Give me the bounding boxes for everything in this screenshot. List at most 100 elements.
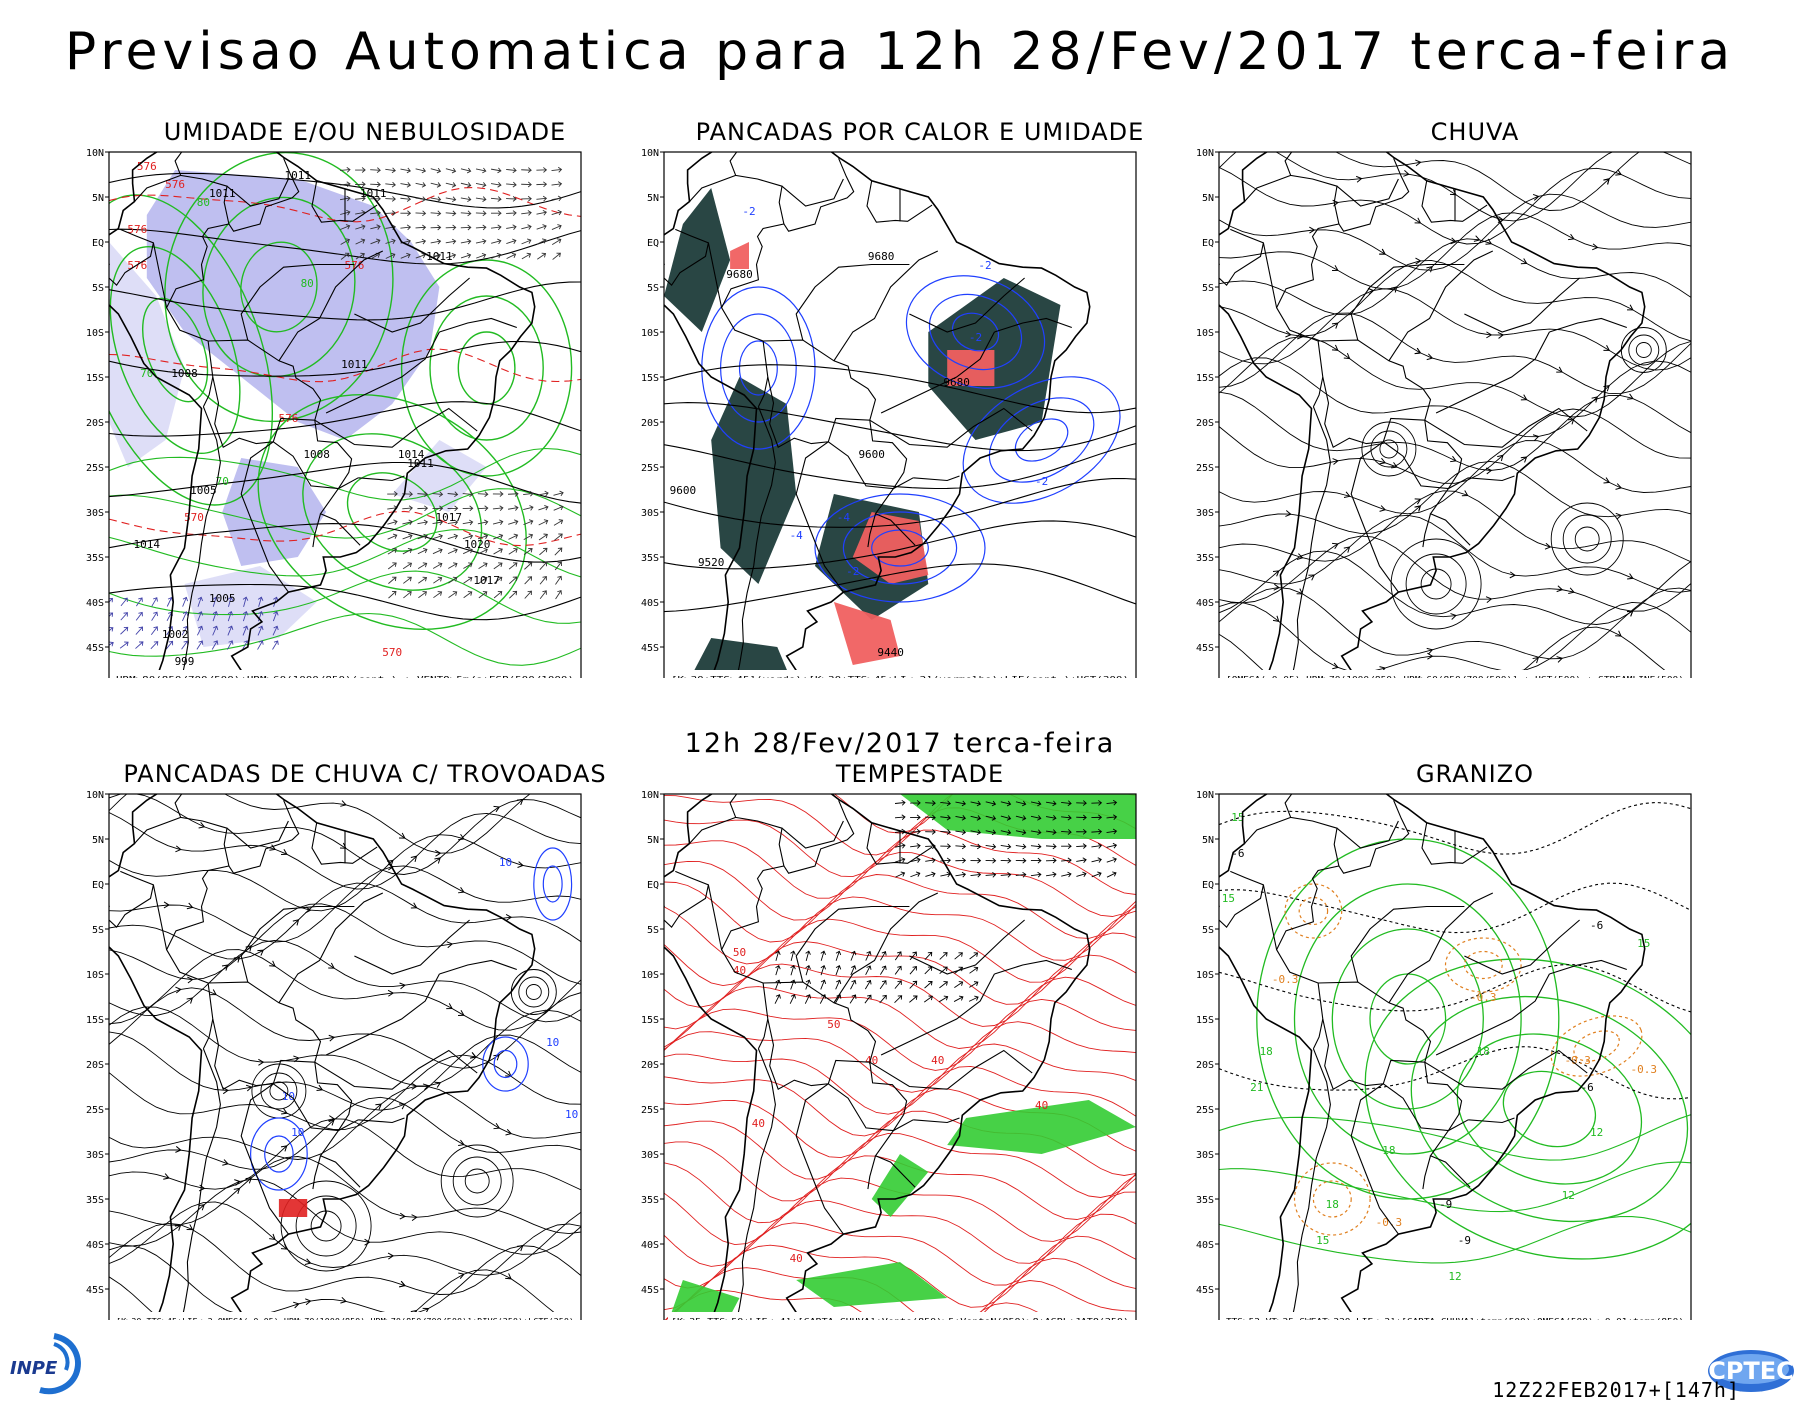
jet-north-arrow-50 bbox=[970, 843, 982, 850]
streamline-p4-arrow-7-2 bbox=[328, 962, 335, 969]
panel-title: PANCADAS POR CALOR E UMIDADE bbox=[695, 118, 1145, 146]
caption-box bbox=[1223, 670, 1687, 678]
jet-mid-arrow-5 bbox=[850, 950, 857, 961]
border-3 bbox=[174, 152, 230, 225]
wind-south-arrow-76 bbox=[448, 576, 458, 584]
p1-label-27: 570 bbox=[382, 646, 402, 659]
p5-label-2: 40 bbox=[865, 1054, 878, 1067]
streamline-p3-arrow-20-0 bbox=[1427, 652, 1434, 660]
jet-north-arrow-69 bbox=[1030, 857, 1042, 864]
p1-label-19: 1005 bbox=[209, 592, 236, 605]
wind-south-arrow-3 bbox=[432, 491, 444, 498]
p2-label-11: -2 bbox=[846, 565, 859, 578]
p1-label-2: 576 bbox=[127, 223, 147, 236]
red-dashed-576-1 bbox=[109, 348, 581, 383]
p2-label-3: 9600 bbox=[858, 448, 885, 461]
streamline-p3-arrow-7-2 bbox=[1603, 345, 1611, 351]
jet-mid-arrow-14 bbox=[775, 964, 781, 976]
streamline-p3-arrow-1-0 bbox=[1403, 170, 1410, 177]
streamline-p4-arrow-3-1 bbox=[517, 861, 524, 868]
streamline-p3-line-14 bbox=[1219, 460, 1691, 534]
lat-tick-label-4: 10S bbox=[1196, 328, 1214, 339]
streamline-p4-arrow-7-0 bbox=[399, 982, 406, 990]
wind-sw-arrow-12 bbox=[109, 612, 114, 621]
jet-north-arrow-17 bbox=[925, 814, 936, 821]
lat-tick-label-8: 30S bbox=[86, 1150, 104, 1161]
wind-north-arrow-29 bbox=[551, 181, 563, 187]
p1-label-6: 1011 bbox=[209, 187, 236, 200]
streamline-p3-vortex-0-3 bbox=[1550, 502, 1624, 576]
jet-north-arrow-39 bbox=[1030, 829, 1042, 836]
streamline-p3-line-5 bbox=[1219, 238, 1691, 316]
wind-south-arrow-80 bbox=[508, 576, 518, 585]
lat-tick-label-0: 10N bbox=[1196, 790, 1214, 801]
lat-tick-label-0: 10N bbox=[86, 148, 104, 159]
border-12 bbox=[880, 331, 995, 414]
wind-north-arrow-15 bbox=[339, 181, 351, 187]
wind-sw-arrow-26 bbox=[135, 626, 144, 635]
lat-tick-label-5: 15S bbox=[86, 373, 104, 384]
jet-north-arrow-87 bbox=[1076, 871, 1087, 878]
streamline-p3-arrow-2-3 bbox=[1450, 237, 1457, 245]
jet-mid-arrow-31 bbox=[820, 979, 827, 990]
plot-frame bbox=[663, 793, 1137, 1320]
green-contour-2-1 bbox=[346, 472, 438, 552]
orange-omega-3-1 bbox=[1298, 896, 1329, 926]
streamline-p4-arrow-4-1 bbox=[458, 887, 465, 894]
streamline-p3-arrow-13-1 bbox=[1603, 477, 1611, 484]
streamline-p4-line-14 bbox=[109, 1096, 581, 1170]
streamline-p4-line-5 bbox=[109, 882, 581, 960]
wind-north-arrow-21 bbox=[430, 182, 442, 188]
jet-north-arrow-52 bbox=[1000, 843, 1012, 850]
streamline-p3-arrow-16-3 bbox=[1509, 571, 1516, 579]
p6-label-2: 15 bbox=[1316, 1234, 1329, 1247]
lat-tick-label-11: 45S bbox=[1196, 1285, 1214, 1296]
wind-south-arrow-38 bbox=[417, 533, 428, 540]
wind-north-arrow-28 bbox=[536, 181, 548, 188]
lat-tick-label-1: 5N bbox=[1202, 193, 1214, 204]
wind-south-arrow-25 bbox=[402, 519, 413, 526]
border-12 bbox=[1435, 331, 1550, 414]
border-19 bbox=[689, 816, 736, 844]
wind-north-arrow-38 bbox=[460, 196, 472, 202]
green-temp-line-1 bbox=[1219, 1161, 1691, 1213]
wind-north-arrow-11 bbox=[506, 167, 517, 174]
wind-sw-arrow-3 bbox=[151, 597, 158, 607]
p1-label-18: 1005 bbox=[190, 484, 217, 497]
jet-north-arrow-82 bbox=[1000, 871, 1012, 878]
panel-title: PANCADAS DE CHUVA C/ TROVOADAS bbox=[123, 760, 607, 788]
field-layer: 9680 9680 9680 9600 9600 9520 9440 -2 -2 -2 -2 -2 -4… bbox=[664, 152, 1136, 678]
wind-north-arrow-4 bbox=[400, 167, 412, 174]
wind-sw-arrow-43 bbox=[211, 640, 219, 650]
jet-north-arrow-62 bbox=[925, 857, 936, 864]
lat-tick-label-3: 5S bbox=[92, 925, 104, 936]
p6-label-1: 15 bbox=[1222, 892, 1235, 905]
border-0 bbox=[1275, 800, 1410, 1049]
wind-north-arrow-84 bbox=[475, 238, 487, 245]
blue-lif-contour-3-2 bbox=[988, 397, 1095, 483]
wind-sw-arrow-27 bbox=[150, 626, 158, 636]
streamline-p3-vortex-2-3 bbox=[1620, 327, 1667, 373]
border-7 bbox=[272, 1062, 353, 1132]
lat-tick-label-0: 10N bbox=[1196, 148, 1214, 159]
jet-mid-arrow-4 bbox=[835, 950, 842, 961]
streamline-p4-arrow-14-3 bbox=[458, 1139, 465, 1147]
streamline-p4-arrow-20-2 bbox=[305, 1298, 312, 1306]
streamline-p3-arrow-16-2 bbox=[1308, 574, 1316, 581]
wind-south-arrow-56 bbox=[508, 547, 518, 555]
jet-north-arrow-40 bbox=[1045, 829, 1057, 835]
streamline-p3-arrow-7-1 bbox=[1486, 331, 1493, 339]
wind-north-arrow-72 bbox=[521, 224, 532, 230]
jet-north-arrow-79 bbox=[955, 871, 967, 878]
border-17 bbox=[1350, 905, 1465, 983]
lat-tick-label-11: 45S bbox=[86, 643, 104, 654]
wind-north-arrow-37 bbox=[445, 196, 457, 203]
p6-label-20: -0.3 bbox=[1376, 1216, 1403, 1229]
streamline-p4-arrow-7-1 bbox=[186, 997, 194, 1004]
jet-north-arrow-28 bbox=[1091, 814, 1103, 821]
lat-tick-label-3: 5S bbox=[1202, 925, 1214, 936]
border-11 bbox=[240, 441, 289, 593]
wind-north-arrow-22 bbox=[445, 182, 457, 188]
border-14 bbox=[314, 407, 478, 448]
streamline-p4-arrow-3-2 bbox=[458, 833, 465, 841]
